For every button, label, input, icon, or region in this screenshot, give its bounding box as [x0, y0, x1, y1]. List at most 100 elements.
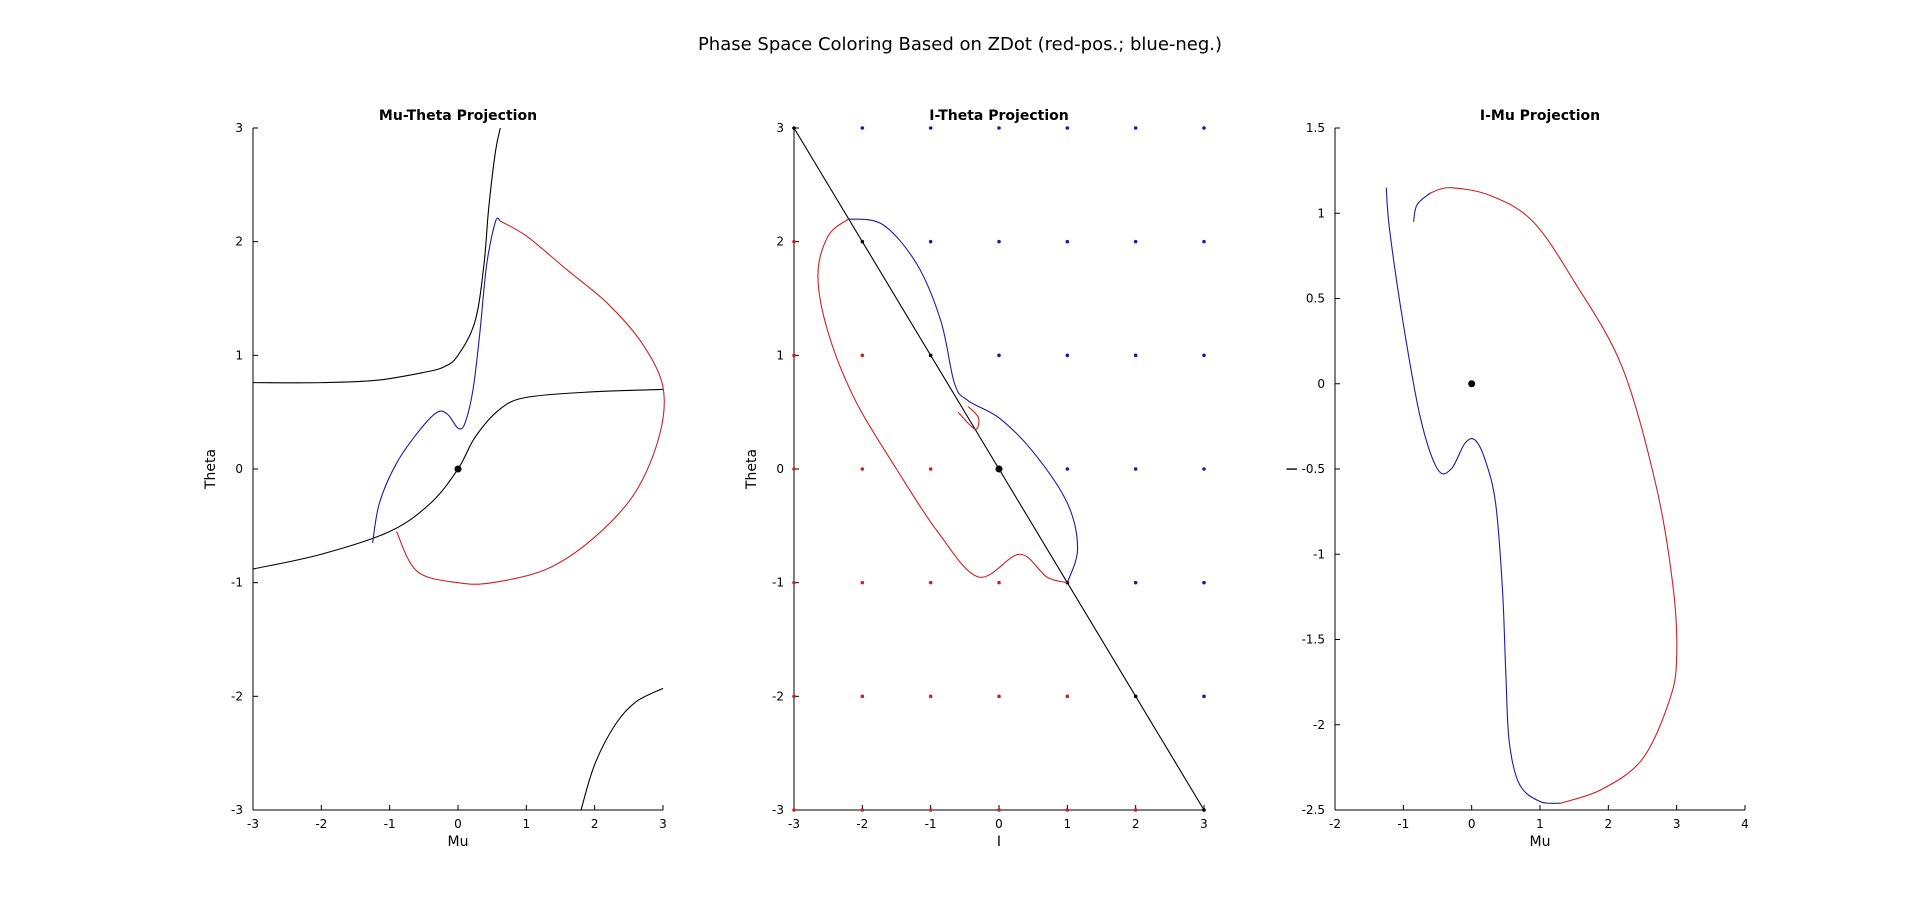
- series-line-black: [252, 388, 664, 570]
- x-axis-label: Mu: [448, 834, 469, 850]
- grid-dot: [860, 808, 865, 812]
- grid-dot: [928, 467, 933, 471]
- grid-dot: [997, 126, 1001, 130]
- x-tick-label: 2: [1132, 817, 1140, 831]
- x-tick-label: 1: [1064, 817, 1072, 831]
- y-tick-label: -0.5: [1302, 462, 1325, 476]
- subplot-3: -2 -1 0 1 2 3 4 -2.5 -2 -1.5 -1 -0.5 0 0.5 1 1.5 I-Mu Pr…: [1285, 108, 1749, 850]
- x-tick-label: 0: [995, 817, 1003, 831]
- x-tick-label: 1: [523, 817, 531, 831]
- grid-dot: [1065, 467, 1070, 471]
- x-tick-label: -1: [925, 817, 937, 831]
- y-tick-label: 1: [1317, 206, 1325, 220]
- grid-dot: [1202, 694, 1206, 699]
- grid-dot: [1065, 239, 1070, 244]
- y-tick-label: 0: [1317, 377, 1325, 391]
- y-tick-label: 3: [235, 121, 243, 135]
- y-tick-label: -2: [1313, 718, 1325, 732]
- series-line-black: [252, 127, 501, 384]
- grid-dot: [997, 239, 1001, 244]
- grid-dot: [1133, 467, 1138, 471]
- x-tick-label: -1: [384, 817, 396, 831]
- y-tick-label: 2: [235, 235, 243, 249]
- y-tick-label: -3: [772, 803, 784, 817]
- series-line-red: [817, 218, 1068, 584]
- x-axis-label: Mu: [1530, 834, 1551, 850]
- y-tick-label: 0: [235, 462, 243, 476]
- x-tick-label: -3: [247, 817, 259, 831]
- y-tick-label: -1: [772, 576, 784, 590]
- equilibrium-marker: [454, 465, 462, 473]
- grid-dot: [860, 580, 865, 585]
- grid-dot: [792, 694, 796, 699]
- x-tick-label: 0: [1468, 817, 1476, 831]
- grid-dot: [1202, 353, 1206, 358]
- grid-dot: [1133, 239, 1138, 244]
- grid-dot: [997, 808, 1001, 812]
- x-tick-label: 0: [454, 817, 462, 831]
- subplot-1: -3 -2 -1 0 1 2 3 -3 -2 -1 0 1 2 3 Mu-Theta Projection M…: [203, 108, 667, 850]
- grid-dot: [1065, 694, 1070, 699]
- y-axis-label: I: [1285, 467, 1301, 471]
- x-tick-label: 3: [659, 817, 667, 831]
- series-line-red: [957, 406, 980, 430]
- y-tick-label: 2: [776, 235, 784, 249]
- subplot-2: -3 -2 -1 0 1 2 3 -3 -2 -1 0 1 2 3 I-Theta Projection I T…: [744, 108, 1208, 850]
- y-tick-label: 0.5: [1306, 292, 1325, 306]
- x-tick-label: 1: [1536, 817, 1544, 831]
- x-tick-label: 3: [1673, 817, 1681, 831]
- grid-dot: [928, 808, 933, 812]
- x-tick-label: 2: [1605, 817, 1613, 831]
- y-tick-label: 3: [776, 121, 784, 135]
- grid-dot: [1065, 126, 1070, 130]
- grid-dot: [928, 694, 933, 699]
- y-axis-label: Theta: [744, 449, 760, 490]
- x-tick-label: -1: [1397, 817, 1409, 831]
- grid-dot: [1202, 467, 1206, 471]
- grid-dot: [1202, 126, 1206, 130]
- grid-dot: [928, 580, 933, 585]
- series-line-blue: [372, 217, 501, 543]
- y-tick-label: -1.5: [1302, 633, 1325, 647]
- x-tick-label: 3: [1200, 817, 1208, 831]
- grid-dot: [860, 353, 865, 358]
- x-tick-label: -2: [856, 817, 868, 831]
- y-tick-label: -2: [772, 689, 784, 703]
- y-tick-label: -1: [1313, 547, 1325, 561]
- grid-dot: [792, 580, 796, 585]
- grid-dot: [1133, 808, 1138, 812]
- grid-dot: [860, 694, 865, 699]
- grid-dot: [997, 694, 1001, 699]
- y-tick-label: -2: [231, 689, 243, 703]
- series-line-blue: [1385, 187, 1561, 804]
- x-tick-label: 2: [591, 817, 599, 831]
- grid-dot: [1202, 580, 1206, 585]
- x-tick-label: 4: [1741, 817, 1749, 831]
- grid-dot: [1202, 239, 1206, 244]
- grid-dot: [860, 467, 865, 471]
- subplot-title: I-Theta Projection: [929, 108, 1068, 124]
- subplot-title: Mu-Theta Projection: [379, 108, 537, 124]
- y-tick-label: 1: [235, 348, 243, 362]
- equilibrium-marker: [995, 465, 1003, 473]
- y-tick-label: 1.5: [1306, 121, 1325, 135]
- grid-dot: [1133, 353, 1138, 358]
- grid-dot: [997, 580, 1001, 585]
- y-tick-label: 0: [776, 462, 784, 476]
- y-tick-label: -1: [231, 576, 243, 590]
- figure-suptitle: Phase Space Coloring Based on ZDot (red-…: [697, 34, 1223, 55]
- grid-dot: [792, 808, 796, 812]
- subplot-title: I-Mu Projection: [1480, 108, 1600, 124]
- x-tick-label: -2: [1329, 817, 1341, 831]
- grid-dot: [1133, 580, 1138, 585]
- equilibrium-marker: [1468, 380, 1476, 388]
- grid-dot: [1133, 126, 1138, 130]
- grid-dot: [1065, 808, 1070, 812]
- x-tick-label: -3: [788, 817, 800, 831]
- y-tick-label: 1: [776, 348, 784, 362]
- series-line-red: [396, 220, 665, 585]
- series-line-black: [580, 687, 664, 811]
- series-line-red: [1430, 187, 1678, 804]
- grid-dot: [792, 353, 796, 358]
